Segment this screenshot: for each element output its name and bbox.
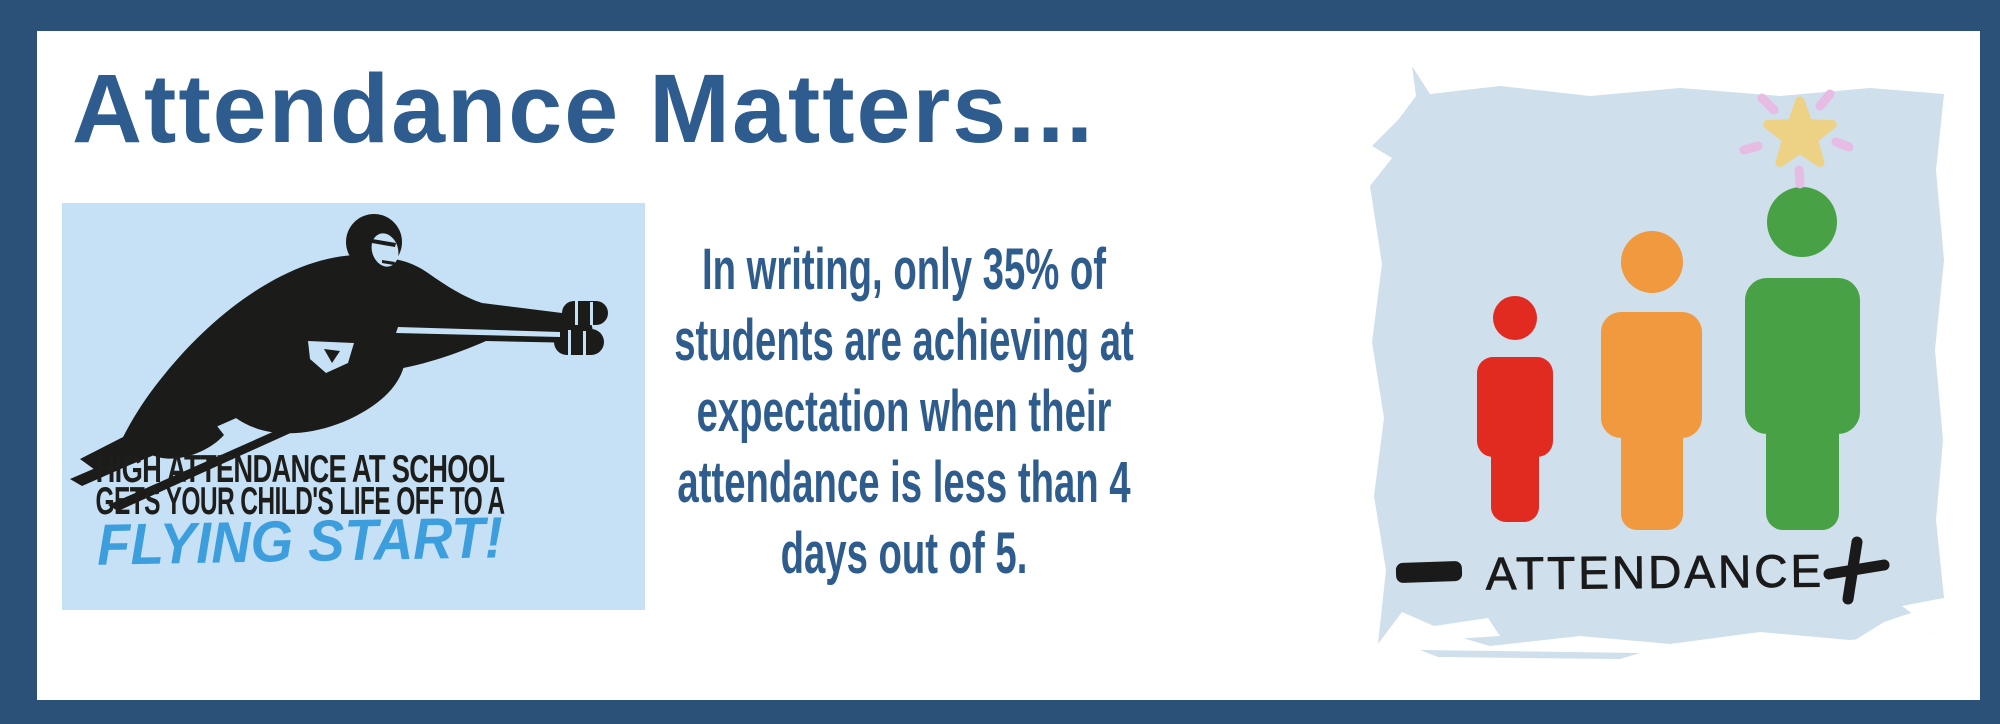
- plus-icon: [1823, 536, 1890, 605]
- knuckle-line: [583, 331, 586, 355]
- silhouette-highlights: [308, 233, 593, 373]
- brush-stroke: [1420, 650, 1640, 659]
- statistic-line: expectation when their: [696, 379, 1112, 444]
- hero-caption-line3: FLYING START!: [96, 505, 504, 578]
- torso-and-arms: [280, 258, 593, 373]
- short-figure: [1477, 296, 1553, 522]
- brush-notch: [1855, 608, 1936, 640]
- knuckle-line: [575, 301, 578, 325]
- fist: [562, 301, 608, 325]
- hero-caption-line1: HIGH ATTENDANCE AT SCHOOL: [95, 448, 505, 491]
- statistic-line: attendance is less than 4: [677, 450, 1131, 515]
- speed-line: [108, 419, 306, 511]
- figure-head: [1621, 231, 1683, 293]
- figure-head: [1767, 187, 1837, 257]
- medium-figure: [1601, 231, 1702, 530]
- knuckle-line: [590, 302, 593, 325]
- star-icon: [1763, 96, 1837, 167]
- boot: [140, 399, 224, 459]
- statistic-line: In writing, only 35% of: [701, 237, 1107, 302]
- sparkle: [1831, 137, 1854, 152]
- knuckle-line: [568, 330, 571, 355]
- plus-stroke: [1823, 559, 1890, 580]
- sparkle: [1794, 165, 1805, 189]
- mouth: [382, 260, 395, 265]
- figure-legs: [1766, 398, 1839, 530]
- sparkle: [1757, 93, 1779, 115]
- figure-legs: [1491, 418, 1539, 522]
- brush-notch: [1378, 612, 1500, 644]
- minus-icon: [1395, 561, 1463, 583]
- statistic-line: days out of 5.: [780, 521, 1028, 586]
- figure-head: [1493, 296, 1537, 340]
- sparkle-dashes: [1739, 89, 1854, 189]
- figure-legs: [1621, 388, 1683, 530]
- superhero-illustration: [62, 203, 645, 610]
- face-details: [324, 239, 396, 363]
- tall-figure: [1745, 187, 1860, 530]
- arm-gap: [396, 327, 560, 337]
- sparkle: [1739, 141, 1763, 155]
- figure-torso: [1745, 278, 1860, 434]
- statistic-text: In writing, only 35% of students are ach…: [653, 234, 1155, 589]
- fist: [554, 329, 604, 355]
- statistic-line: students are achieving at: [674, 308, 1134, 373]
- page-title: Attendance Matters...: [72, 54, 1095, 163]
- attendance-scale-panel: ATTENDANCE: [1370, 66, 1944, 659]
- hero-image-card: HIGH ATTENDANCE AT SCHOOL GETS YOUR CHIL…: [62, 203, 645, 610]
- attendance-label: ATTENDANCE: [1486, 545, 1825, 600]
- hero-caption-line2: GETS YOUR CHILD'S LIFE OFF TO A: [95, 480, 505, 523]
- brow: [372, 239, 396, 247]
- sparkle: [1815, 89, 1835, 111]
- shield-mark: [324, 349, 340, 363]
